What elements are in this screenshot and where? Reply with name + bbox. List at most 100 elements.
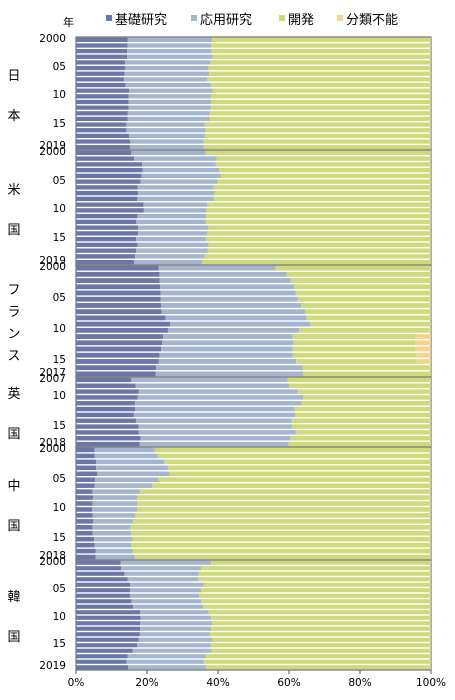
year-tick-label: 2000 xyxy=(16,556,66,568)
bar-segment xyxy=(301,401,431,405)
year-tick-label: 05 xyxy=(16,61,66,73)
bar-segment xyxy=(76,543,94,548)
bar-segment xyxy=(97,471,169,476)
country-label: 米 xyxy=(6,179,22,198)
bar-segment xyxy=(76,489,93,494)
bar-segment xyxy=(130,588,201,592)
bar-segment xyxy=(76,55,127,59)
bar-segment xyxy=(131,525,431,530)
bar-segment xyxy=(76,583,130,587)
bar-segment xyxy=(417,353,431,358)
bar-segment xyxy=(295,407,431,411)
bar-segment xyxy=(76,531,93,536)
bar-segment xyxy=(76,413,134,417)
bar-segment xyxy=(76,284,160,289)
bar-segment xyxy=(199,577,431,581)
bar-segment xyxy=(128,111,210,115)
country-label: 国 xyxy=(6,626,22,645)
bar-segment xyxy=(76,665,128,669)
bar-segment xyxy=(76,561,121,565)
bar-segment xyxy=(206,214,431,218)
bar-segment xyxy=(211,616,431,620)
bar-segment xyxy=(126,128,205,132)
bar-segment xyxy=(76,466,96,471)
bar-segment xyxy=(160,284,294,289)
bar-segment xyxy=(130,583,203,587)
year-tick-label: 15 xyxy=(16,354,66,366)
bar-segment xyxy=(76,347,161,352)
bar-segment xyxy=(204,583,431,587)
bar-segment xyxy=(76,111,128,115)
bar-segment xyxy=(138,231,207,235)
bar-segment xyxy=(126,122,204,126)
bar-segment xyxy=(92,507,137,512)
bar-segment xyxy=(206,128,431,132)
bar-segment xyxy=(76,94,129,98)
bar-segment xyxy=(76,643,137,647)
bar-segment xyxy=(136,220,206,224)
bar-segment xyxy=(140,632,210,636)
bar-segment xyxy=(76,202,143,206)
year-tick-label: 2019 xyxy=(16,660,66,672)
bar-segment xyxy=(311,322,431,327)
bar-segment xyxy=(216,162,431,166)
bar-segment xyxy=(160,278,291,283)
bar-segment xyxy=(76,162,142,166)
bar-segment xyxy=(213,185,431,189)
bar-segment xyxy=(93,531,131,536)
bar-segment xyxy=(135,555,431,560)
bar-segment xyxy=(211,106,431,110)
year-tick-label: 15 xyxy=(16,118,66,130)
bar-segment xyxy=(138,638,212,642)
bar-segment xyxy=(76,208,144,212)
bar-segment xyxy=(131,151,206,155)
year-tick-label: 05 xyxy=(16,292,66,304)
bar-segment xyxy=(137,507,431,512)
x-tick-label: 60% xyxy=(269,677,309,689)
bar-segment xyxy=(76,43,127,47)
bar-segment xyxy=(76,174,142,178)
bar-segment xyxy=(207,77,431,81)
bar-segment xyxy=(134,156,216,160)
bar-segment xyxy=(140,627,211,631)
bar-segment xyxy=(303,395,431,399)
bar-segment xyxy=(161,303,301,308)
bar-segment xyxy=(292,419,431,423)
bar-segment xyxy=(76,654,127,658)
bar-segment xyxy=(127,654,205,658)
x-tick-label: 40% xyxy=(198,677,238,689)
bar-segment xyxy=(76,594,130,598)
bar-segment xyxy=(76,60,125,64)
bar-segment xyxy=(76,139,130,143)
bar-segment xyxy=(296,359,417,364)
bar-segment xyxy=(76,145,130,149)
bar-segment xyxy=(76,507,92,512)
bar-segment xyxy=(94,543,131,548)
bar-segment xyxy=(76,365,156,370)
bar-segment xyxy=(76,272,159,277)
country-label: ン xyxy=(6,323,22,342)
bar-segment xyxy=(76,555,96,560)
bar-segment xyxy=(201,599,431,603)
country-label: フ xyxy=(6,279,22,298)
year-tick-label: 2000 xyxy=(16,33,66,45)
bar-segment xyxy=(76,359,159,364)
bar-segment xyxy=(209,632,431,636)
year-tick-label: 15 xyxy=(16,232,66,244)
bar-segment xyxy=(295,413,431,417)
bar-segment xyxy=(95,477,158,482)
bar-segment xyxy=(206,151,431,155)
bar-segment xyxy=(156,371,304,376)
bar-segment xyxy=(76,38,128,42)
bar-segment xyxy=(76,621,140,625)
bar-segment xyxy=(130,594,199,598)
bar-segment xyxy=(140,621,212,625)
bar-segment xyxy=(76,537,94,542)
bar-segment xyxy=(289,442,431,446)
bar-segment xyxy=(76,185,138,189)
bar-segment xyxy=(211,100,431,104)
bar-segment xyxy=(288,378,431,382)
bar-segment xyxy=(219,168,431,172)
bar-segment xyxy=(76,599,132,603)
bar-segment xyxy=(76,471,97,476)
